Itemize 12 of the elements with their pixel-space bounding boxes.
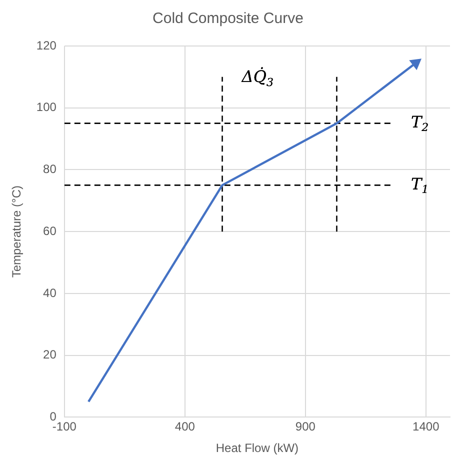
- y-tick-label: 60: [43, 224, 57, 238]
- y-tick-label: 80: [43, 162, 57, 176]
- y-tick-label: 40: [43, 286, 57, 300]
- x-tick-label: 1400: [412, 420, 440, 434]
- y-tick-label: 20: [43, 348, 57, 362]
- x-tick-label: 400: [174, 420, 196, 434]
- y-tick-label: 120: [36, 38, 57, 52]
- x-tick-label: 900: [295, 420, 316, 434]
- y-tick-label: 100: [36, 100, 57, 114]
- y-axis-title: Temperature (°C): [10, 186, 24, 278]
- chart-title: Cold Composite Curve: [152, 10, 304, 28]
- x-axis-title: Heat Flow (kW): [216, 441, 299, 456]
